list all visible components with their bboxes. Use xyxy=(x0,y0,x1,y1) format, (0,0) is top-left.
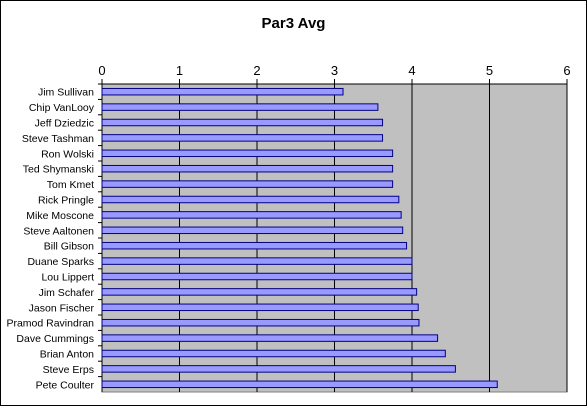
y-category-label: Pete Coulter xyxy=(36,379,95,391)
y-category-label: Lou Lippert xyxy=(41,272,94,284)
bar xyxy=(101,365,456,373)
bar xyxy=(101,288,418,296)
y-category-label: Chip VanLooy xyxy=(29,102,95,114)
x-tick-label: 5 xyxy=(486,63,493,78)
x-tick-label: 6 xyxy=(563,63,570,78)
bar xyxy=(101,134,384,142)
x-tick-label: 1 xyxy=(176,63,183,78)
bar xyxy=(101,334,439,342)
bar xyxy=(101,241,408,250)
y-category-label: Bill Gibson xyxy=(44,241,94,253)
bar xyxy=(101,118,384,127)
y-category-label: Jim Schafer xyxy=(39,287,95,299)
bar xyxy=(101,211,402,219)
y-category-label: Jason Fischer xyxy=(29,302,95,314)
y-category-label: Ron Wolski xyxy=(41,148,94,160)
y-category-label: Steve Tashman xyxy=(22,133,94,145)
x-tick-label: 4 xyxy=(408,63,415,78)
y-category-label: Brian Anton xyxy=(40,349,94,361)
bar xyxy=(101,87,344,96)
x-tick-label: 2 xyxy=(253,63,260,78)
y-category-label: Mike Moscone xyxy=(26,210,94,222)
y-category-label: Tom Kmet xyxy=(47,179,94,191)
bar xyxy=(101,303,419,312)
y-category-label: Rick Pringle xyxy=(38,195,94,207)
y-category-label: Jim Sullivan xyxy=(38,87,94,99)
bar xyxy=(101,164,394,173)
y-category-label: Dave Cummings xyxy=(16,333,94,345)
y-category-label: Steve Erps xyxy=(43,364,94,376)
bar xyxy=(101,180,394,188)
x-tick-label: 0 xyxy=(98,63,105,78)
y-category-label: Pramod Ravindran xyxy=(6,318,94,330)
y-category-label: Ted Shymanski xyxy=(23,164,94,176)
y-category-label: Duane Sparks xyxy=(27,256,94,268)
bar xyxy=(101,149,394,158)
bar xyxy=(101,226,404,235)
bar xyxy=(101,195,400,204)
chart-title: Par3 Avg xyxy=(261,15,326,32)
bar xyxy=(101,103,379,111)
x-tick-label: 3 xyxy=(331,63,338,78)
y-category-label: Jeff Dziedzic xyxy=(35,118,94,130)
y-category-label: Steve Aaltonen xyxy=(23,225,94,237)
bar xyxy=(101,257,413,265)
bar xyxy=(101,349,446,358)
bar xyxy=(101,272,413,281)
bar xyxy=(101,380,498,389)
bar xyxy=(101,318,420,327)
